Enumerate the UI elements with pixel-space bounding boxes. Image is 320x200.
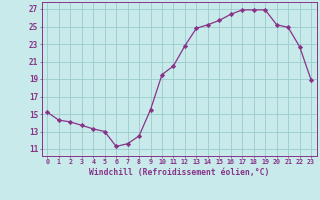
X-axis label: Windchill (Refroidissement éolien,°C): Windchill (Refroidissement éolien,°C) [89,168,269,177]
